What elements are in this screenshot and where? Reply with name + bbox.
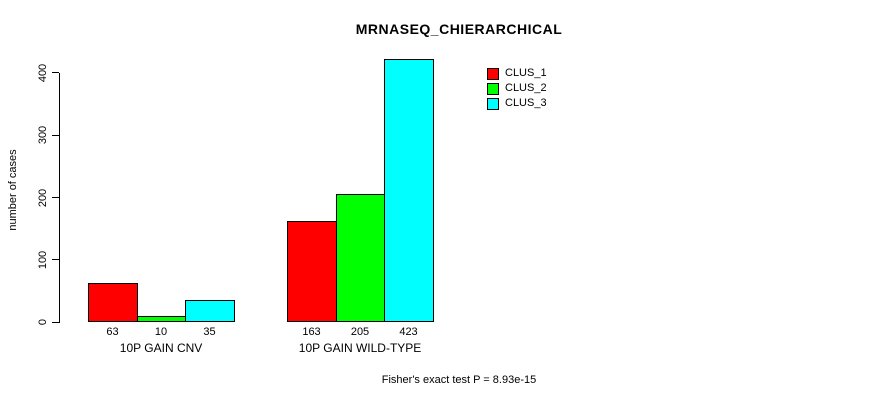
category-label: 10P GAIN CNV <box>119 341 203 355</box>
y-tick-mark <box>52 135 59 136</box>
chart-title: MRNASEQ_CHIERARCHICAL <box>355 21 563 37</box>
legend-label: CLUS_3 <box>505 97 547 109</box>
y-tick-label-text: 0 <box>37 318 49 326</box>
bar-clus_2 <box>137 316 186 322</box>
y-axis-label-text: number of cases <box>7 149 19 231</box>
bar-clus_3 <box>384 59 434 322</box>
y-tick-mark <box>52 72 59 73</box>
bar-clus_1 <box>88 283 138 322</box>
legend: CLUS_1 CLUS_2 CLUS_3 <box>487 66 547 111</box>
y-tick-mark <box>52 197 59 198</box>
annotation-fisher-test: Fisher's exact test P = 8.93e-15 <box>381 374 537 386</box>
y-tick-mark <box>52 259 59 260</box>
category-label: 10P GAIN WILD-TYPE <box>298 341 422 355</box>
legend-item: CLUS_3 <box>487 96 547 111</box>
y-tick-label-text: 400 <box>37 63 49 83</box>
legend-label: CLUS_1 <box>505 67 547 79</box>
legend-swatch <box>487 97 499 110</box>
legend-swatch <box>487 67 499 80</box>
y-tick-label-text: 200 <box>37 188 49 207</box>
y-axis <box>59 73 60 323</box>
bar-value-label: 205 <box>350 326 370 338</box>
bar-clus_2 <box>336 194 385 322</box>
bar-value-label: 10 <box>154 326 168 338</box>
bar-clus_1 <box>287 221 337 322</box>
bar-value-label: 63 <box>106 326 119 338</box>
y-tick-mark <box>52 322 59 323</box>
bar-value-label: 163 <box>302 326 321 338</box>
bar-clus_3 <box>185 300 235 322</box>
legend-swatch <box>487 82 499 95</box>
legend-label: CLUS_2 <box>505 82 547 94</box>
legend-item: CLUS_1 <box>487 66 547 81</box>
bar-value-label: 423 <box>399 326 418 338</box>
y-tick-label-text: 100 <box>37 250 49 269</box>
bar-value-label: 35 <box>203 326 216 338</box>
legend-item: CLUS_2 <box>487 81 547 96</box>
y-tick-label-text: 300 <box>37 126 49 145</box>
